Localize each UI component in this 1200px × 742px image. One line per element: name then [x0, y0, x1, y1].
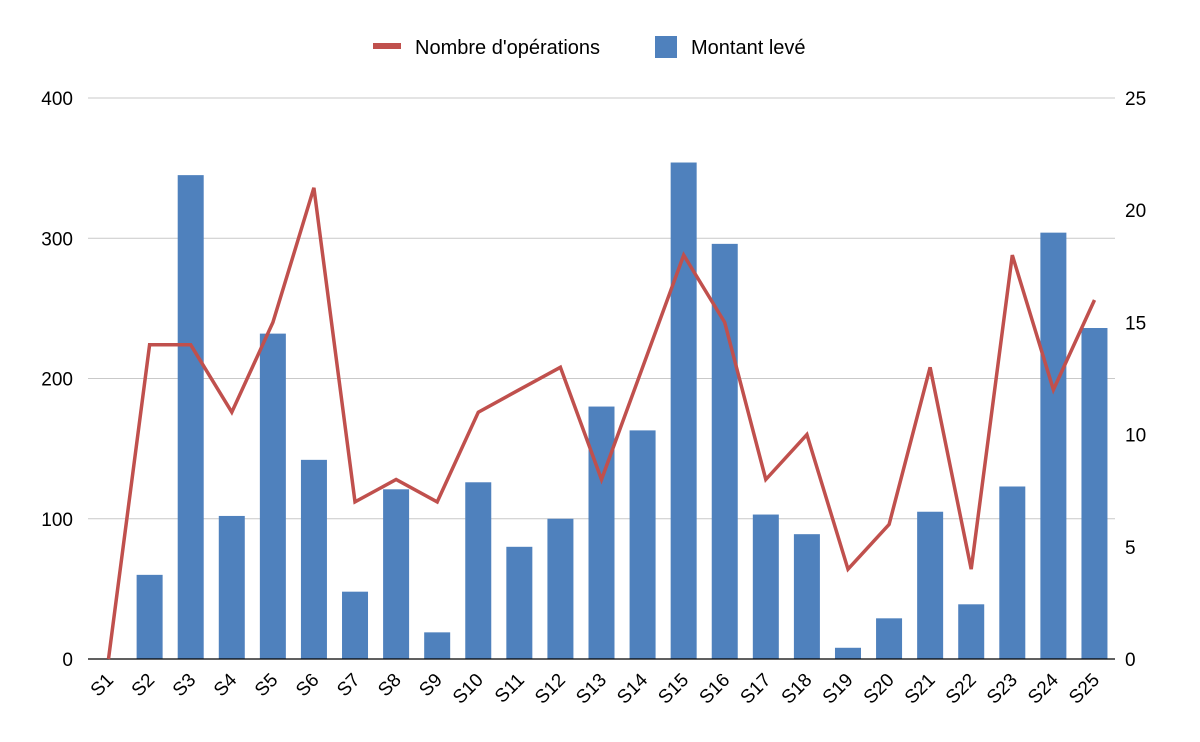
legend-label-bar: Montant levé: [691, 37, 806, 59]
bar: [917, 511, 944, 659]
right-tick-label: 5: [1125, 538, 1136, 559]
x-tick-label: S6: [292, 670, 323, 701]
bar: [876, 618, 903, 659]
bar: [999, 486, 1026, 659]
bar: [506, 546, 533, 659]
x-tick-label: S19: [819, 670, 858, 709]
bar: [958, 604, 985, 659]
right-tick-label: 20: [1125, 201, 1146, 222]
legend-swatch-line: [373, 43, 401, 49]
x-tick-label: S3: [169, 670, 200, 701]
x-tick-label: S22: [942, 670, 981, 709]
x-tick-label: S12: [531, 670, 570, 709]
x-tick-label: S7: [333, 670, 364, 701]
bar: [424, 632, 451, 659]
bar: [259, 333, 286, 659]
x-axis-ticks: S1 S2 S3 S4 S5 S6 S7 S8 S9 S10 S11 S12 S13 S14 S15 S16 S…: [87, 669, 1104, 708]
x-tick-label: S13: [572, 670, 611, 709]
legend-label-line: Nombre d'opérations: [415, 37, 600, 59]
bar: [177, 175, 204, 659]
bar: [1081, 328, 1108, 659]
x-tick-label: S2: [128, 670, 159, 701]
bar: [670, 162, 697, 659]
bar: [465, 482, 492, 659]
x-tick-label: S24: [1024, 669, 1063, 708]
right-tick-label: 15: [1125, 313, 1146, 334]
x-tick-label: S5: [251, 670, 282, 701]
right-axis-ticks: 0 5 10 15 20 25: [1125, 89, 1146, 671]
legend: Nombre d'opérations Montant levé: [373, 36, 806, 59]
x-tick-label: S18: [778, 670, 817, 709]
x-tick-label: S25: [1065, 670, 1104, 709]
bar: [218, 515, 245, 659]
x-tick-label: S15: [654, 670, 693, 709]
left-tick-label: 300: [41, 229, 73, 250]
left-tick-label: 0: [62, 650, 73, 671]
bar: [342, 591, 369, 659]
bar: [711, 243, 738, 660]
right-tick-label: 0: [1125, 650, 1136, 671]
right-tick-label: 25: [1125, 89, 1146, 110]
bar: [1040, 232, 1067, 659]
bar: [834, 647, 861, 659]
bar: [300, 459, 327, 659]
left-tick-label: 100: [41, 510, 73, 531]
bar: [136, 574, 163, 659]
left-tick-label: 200: [41, 370, 73, 391]
bar: [588, 406, 615, 659]
x-tick-label: S1: [87, 670, 118, 701]
x-tick-label: S21: [901, 670, 940, 709]
x-tick-label: S16: [696, 670, 735, 709]
x-tick-label: S14: [613, 669, 652, 708]
right-tick-label: 10: [1125, 426, 1146, 447]
x-tick-label: S8: [374, 670, 405, 701]
left-axis-ticks: 0 100 200 300 400: [41, 89, 73, 671]
legend-swatch-bar: [655, 36, 677, 58]
bar: [793, 534, 820, 659]
x-tick-label: S23: [983, 670, 1022, 709]
bar: [383, 489, 410, 659]
line-series: [106, 187, 1097, 660]
left-tick-label: 400: [41, 89, 73, 110]
x-tick-label: S9: [415, 670, 446, 701]
x-tick-label: S10: [449, 670, 488, 709]
bar: [629, 430, 656, 659]
bar-series: [136, 162, 1108, 660]
bar: [752, 514, 779, 659]
x-tick-label: S20: [860, 670, 899, 709]
x-tick-label: S11: [491, 670, 529, 708]
bar: [547, 518, 574, 659]
x-tick-label: S4: [210, 669, 242, 701]
x-tick-label: S17: [737, 670, 776, 709]
